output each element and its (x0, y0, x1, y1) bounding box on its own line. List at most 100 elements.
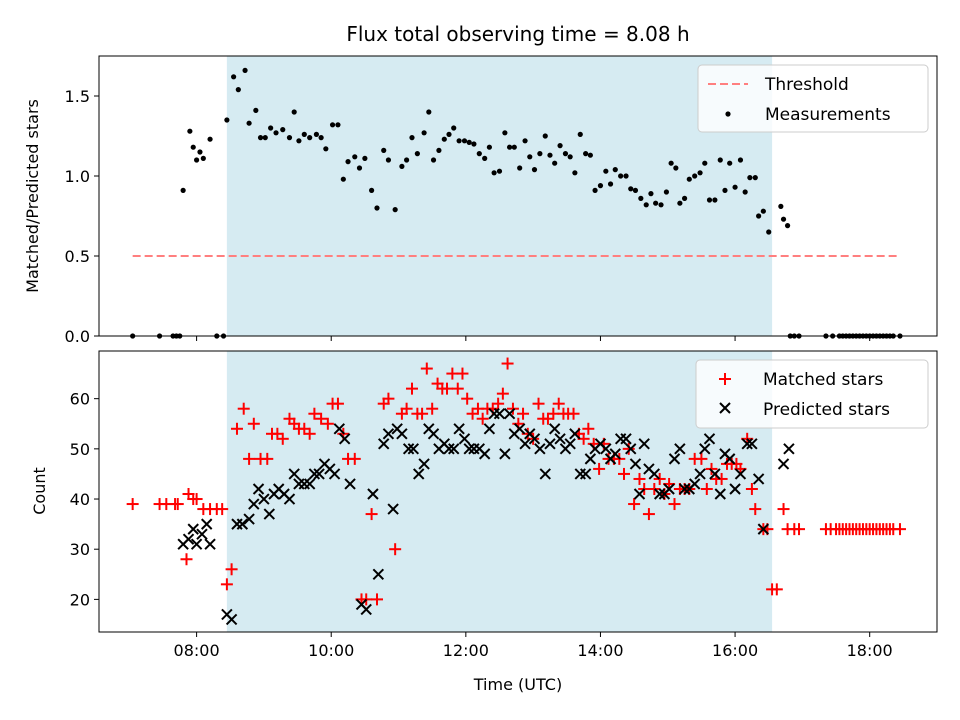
ratio-shaded-region (226, 56, 773, 336)
predicted-point (714, 488, 726, 500)
predicted-point (382, 428, 395, 440)
matched-point (261, 452, 274, 465)
chart-title: Flux total observing time = 8.08 h (346, 22, 689, 46)
ratio-legend-box (697, 64, 929, 133)
predicted-point (554, 433, 566, 445)
measurement-point (706, 197, 713, 203)
measurement-point (286, 135, 293, 141)
measurement-point (471, 141, 477, 147)
measurement-point (329, 122, 336, 128)
y-tick-label: 1.5 (65, 87, 90, 106)
measurement-point (697, 170, 703, 176)
measurement-point (732, 184, 738, 190)
measurement-point (466, 139, 472, 145)
predicted-point (544, 438, 556, 450)
predicted-point (283, 493, 296, 505)
matched-point (321, 417, 334, 430)
matched-point (331, 397, 344, 410)
measurement-point (180, 187, 186, 193)
predicted-point (620, 433, 632, 445)
measurement-point (451, 125, 457, 131)
predicted-legend-swatch (719, 402, 731, 414)
measurement-point (323, 146, 329, 152)
measurement-point (612, 167, 618, 173)
measurement-point (692, 173, 698, 179)
predicted-point (663, 483, 675, 495)
predicted-point (668, 453, 681, 465)
measurement-point (318, 135, 324, 141)
matched-point (271, 427, 284, 440)
matched-point (446, 367, 459, 380)
predicted-point (258, 493, 270, 505)
measurement-point (307, 135, 313, 141)
matched-point (517, 407, 530, 420)
matched-point (496, 387, 509, 400)
measurement-point (399, 163, 405, 169)
matched-point (190, 493, 203, 506)
predicted-point (777, 458, 790, 470)
measurement-point (722, 187, 728, 193)
measurement-point (404, 157, 410, 163)
measurement-point (756, 213, 762, 219)
predicted-point (519, 438, 531, 450)
matched-legend-label: Matched stars (763, 370, 883, 390)
measurement-point (542, 133, 548, 139)
matched-point (247, 417, 260, 430)
predicted-point (196, 528, 208, 540)
measurements-legend-label: Measurements (765, 105, 891, 125)
predicted-point (236, 518, 249, 530)
matched-point (476, 412, 489, 425)
measurement-point (486, 144, 492, 150)
matched-point (777, 503, 790, 516)
predicted-point (499, 448, 511, 460)
measurement-point (587, 152, 593, 158)
measurement-point (638, 195, 644, 201)
measurement-point (628, 186, 634, 192)
matched-point (171, 498, 184, 511)
matched-point (308, 407, 321, 420)
predicted-point (694, 468, 706, 480)
matched-point (541, 412, 554, 425)
measurement-point (268, 125, 274, 131)
measurement-point (491, 170, 497, 176)
measurement-point (374, 205, 380, 211)
measurement-point (673, 165, 679, 171)
measurement-point (340, 176, 346, 182)
predicted-point (387, 503, 399, 515)
predicted-point (548, 423, 561, 435)
predicted-point (333, 423, 346, 435)
measurement-point (547, 152, 553, 158)
measurement-point (257, 135, 264, 141)
matched-point (893, 523, 906, 536)
measurement-point (242, 67, 248, 73)
predicted-point (338, 433, 351, 445)
count-plot-frame (98, 350, 938, 633)
predicted-point (248, 498, 260, 510)
measurement-point (381, 147, 387, 153)
measurement-point (446, 131, 452, 137)
y-tick-label: 60 (70, 390, 90, 409)
predicted-point (182, 533, 195, 545)
measurement-point (557, 143, 563, 149)
matched-point (461, 392, 474, 405)
matched-point (400, 402, 413, 415)
predicted-point (752, 473, 765, 485)
count-axes: 20 30 40 50 60 08:00 10:00 12:00 14:00 16:00 18:00 (70, 390, 893, 660)
matched-point (365, 508, 378, 521)
matched-point (456, 367, 469, 380)
matched-point (700, 482, 713, 495)
predicted-point (458, 433, 471, 445)
predicted-point (418, 458, 430, 470)
measurement-point (663, 189, 670, 195)
matched-point (420, 362, 433, 375)
predicted-point (741, 438, 753, 450)
measurement-point (461, 138, 468, 144)
predicted-point (407, 443, 420, 455)
matched-point (492, 397, 505, 410)
measurement-point (291, 109, 297, 115)
measurement-point (677, 200, 683, 206)
measurement-point (648, 191, 654, 197)
measurement-point (527, 154, 533, 160)
matched-point (126, 498, 139, 511)
measurement-point (643, 202, 649, 208)
